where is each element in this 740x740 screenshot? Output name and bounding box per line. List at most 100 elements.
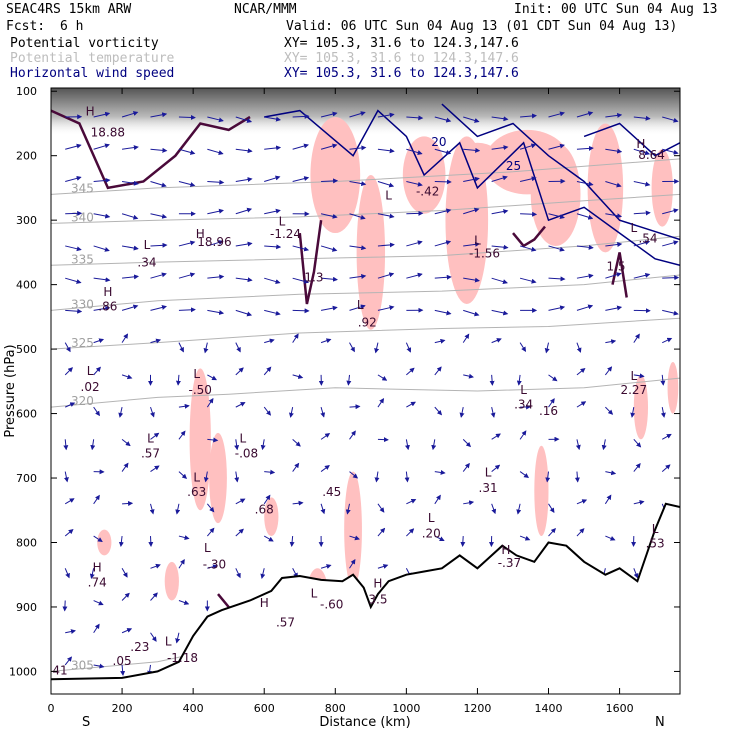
pv-label: .16 (539, 404, 558, 418)
pv-label: -.42 (416, 185, 439, 199)
wind-vector (260, 568, 266, 579)
wind-vector (207, 179, 225, 185)
pv-region (209, 432, 227, 524)
pv-label: 1.3 (304, 270, 323, 284)
wind-vector (434, 469, 446, 475)
pv-region (344, 471, 362, 588)
wind-vector (65, 143, 82, 150)
wind-vector (62, 600, 68, 612)
wind-vector (207, 116, 224, 123)
wind-vector (377, 397, 385, 408)
wind-vector (93, 277, 111, 283)
pv-label: H (93, 561, 102, 575)
wind-vector (630, 407, 636, 418)
y-tick-label: 1000 (9, 665, 37, 678)
pv-label: 18.88 (91, 125, 125, 139)
wind-vector (406, 115, 424, 121)
wind-vector (605, 181, 622, 188)
wind-vector (320, 338, 332, 344)
wind-vector (605, 272, 622, 279)
wind-vector (320, 406, 326, 418)
wind-vector (519, 342, 527, 352)
wind-vector (235, 568, 241, 579)
x-tick-label: 200 (112, 702, 133, 715)
wind-vector (320, 111, 338, 118)
wind-vector (264, 309, 281, 316)
wind-vector (463, 309, 480, 317)
wind-vector (576, 213, 594, 220)
wind-vector (122, 145, 139, 151)
wind-vector (178, 180, 196, 187)
wind-vector (93, 535, 103, 543)
pv-label: H (501, 543, 510, 557)
wind-vector (489, 374, 495, 386)
wind-vector (548, 245, 565, 252)
wind-vector (519, 277, 537, 284)
wind-vector (349, 404, 361, 410)
wind-vector (434, 309, 452, 316)
wind-vector (207, 309, 225, 315)
wind-vector (349, 342, 355, 353)
x-tick-label: 1600 (606, 702, 634, 715)
pv-label: .54 (638, 232, 657, 246)
wind-vector (150, 338, 162, 344)
wind-vector (463, 241, 481, 247)
wind-vector (491, 175, 508, 182)
y-tick-label: 300 (16, 214, 37, 227)
wind-vectors (62, 111, 680, 676)
wind-vector (434, 494, 441, 505)
wind-vector (121, 462, 129, 472)
wind-vector (349, 430, 356, 440)
wind-vector (548, 143, 565, 150)
wind-vector (206, 527, 215, 537)
pv-label: L (87, 364, 94, 378)
wind-vector (349, 559, 356, 569)
wind-vector (548, 305, 566, 311)
wind-vector (576, 528, 585, 537)
wind-vector (349, 180, 367, 187)
axes: 100 200 300 400 500 600 700 800 900 1000 0 200 400 60… (9, 85, 680, 715)
wind-vector (377, 305, 395, 311)
terrain-line (51, 502, 680, 681)
wind-vector (662, 309, 679, 316)
pv-label: .41 (49, 664, 68, 678)
wind-vector (377, 148, 395, 154)
wind-vector (320, 433, 331, 440)
wind-vector (548, 527, 556, 537)
wind-vector (462, 462, 470, 472)
wind-vector (292, 500, 304, 506)
wind-vector (264, 338, 275, 344)
wind-vector (93, 305, 111, 311)
wind-vector (235, 148, 253, 154)
wind-vector (490, 407, 496, 418)
wind-vector (662, 275, 680, 281)
wind-vector (633, 333, 640, 343)
pv-contour (298, 220, 323, 305)
wind-vector (406, 180, 423, 187)
wind-vector (64, 498, 75, 505)
wind-vector (150, 242, 168, 248)
wind-vector (463, 277, 480, 283)
wind-vector (93, 406, 100, 417)
north-label: N (655, 715, 665, 730)
wind-vector (406, 401, 416, 408)
pv-label: 3.5 (368, 593, 387, 607)
pv-label: -.50 (189, 383, 212, 397)
wind-vector (235, 402, 246, 408)
wind-vector (605, 339, 617, 345)
wind-vector (349, 245, 367, 251)
pv-label: 1.5 (606, 259, 625, 273)
pv-label: L (385, 189, 392, 203)
wind-vector (377, 242, 395, 248)
wind-contour (583, 122, 680, 157)
wind-vector (633, 568, 639, 579)
field-wind-xy: XY= 105.3, 31.6 to 124.3,147.6 (284, 66, 519, 81)
wind-vector (207, 437, 219, 443)
wind-vector (121, 438, 131, 447)
pv-label: .68 (255, 502, 274, 516)
y-tick-label: 400 (16, 279, 37, 292)
wind-vector (662, 148, 679, 155)
wind-vector (178, 240, 196, 247)
